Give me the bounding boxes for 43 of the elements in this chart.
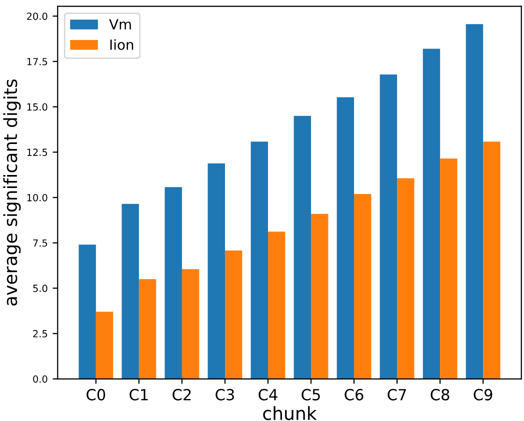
y-tick-label: 5.0 bbox=[33, 284, 48, 292]
x-tick-label: C1 bbox=[130, 388, 148, 400]
x-tick-label: C0 bbox=[86, 388, 106, 400]
bar bbox=[440, 158, 458, 379]
y-tick-label: 20.0 bbox=[26, 12, 48, 20]
bar bbox=[380, 74, 398, 379]
x-tick-label: C2 bbox=[172, 388, 191, 400]
bar bbox=[354, 194, 372, 379]
bar bbox=[311, 214, 328, 379]
bar bbox=[483, 142, 500, 379]
x-tick-label: C3 bbox=[216, 388, 234, 400]
y-tick-label: 17.5 bbox=[27, 58, 48, 66]
bar bbox=[336, 97, 354, 379]
bar bbox=[96, 312, 114, 379]
x-tick-label: C6 bbox=[344, 388, 364, 400]
x-tick-label: C5 bbox=[302, 388, 320, 400]
y-tick-label: 2.5 bbox=[33, 330, 48, 338]
bar bbox=[294, 116, 312, 379]
y-tick-label: 10.0 bbox=[27, 194, 48, 202]
y-tick-label: 12.5 bbox=[27, 148, 48, 156]
x-tick-label: C4 bbox=[258, 388, 278, 400]
y-tick-label: 7.5 bbox=[33, 239, 48, 247]
y-tick-label: 15.0 bbox=[27, 103, 48, 111]
bar bbox=[466, 24, 484, 379]
bar bbox=[422, 48, 440, 379]
legend-label: Vm bbox=[109, 19, 131, 30]
bar bbox=[164, 187, 182, 379]
bar bbox=[182, 269, 200, 379]
bar bbox=[208, 163, 225, 379]
x-axis-title: chunk bbox=[263, 406, 317, 420]
x-tick-label: C8 bbox=[430, 388, 450, 400]
bar bbox=[78, 244, 96, 379]
bar bbox=[250, 142, 268, 379]
y-axis-title: average significant digits bbox=[3, 79, 21, 306]
bar bbox=[224, 250, 242, 379]
bar bbox=[397, 178, 414, 379]
x-tick-label: C7 bbox=[388, 388, 406, 400]
legend-label: Iion bbox=[110, 39, 134, 50]
bar bbox=[138, 279, 156, 379]
bar bbox=[268, 232, 286, 379]
y-tick-label: 0.0 bbox=[33, 375, 48, 383]
x-tick-label: C9 bbox=[474, 388, 492, 400]
bar bbox=[122, 204, 139, 379]
